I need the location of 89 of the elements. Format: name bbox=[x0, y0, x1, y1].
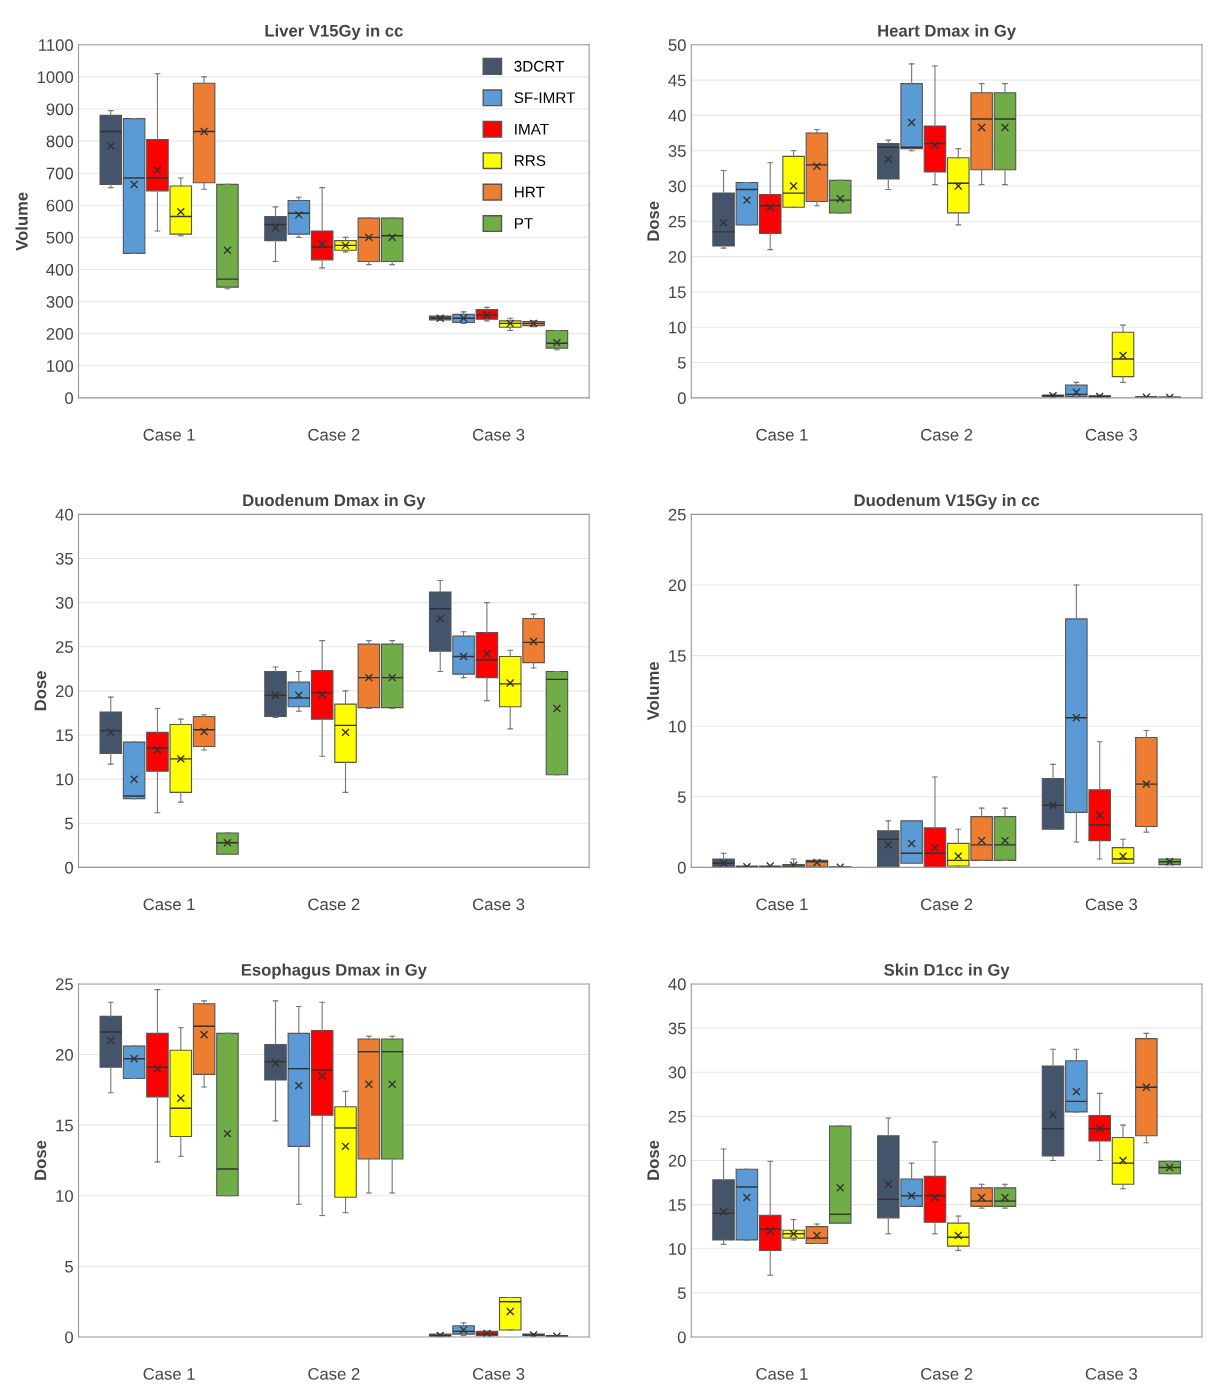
legend-label: SF-IMRT bbox=[514, 92, 576, 104]
legend-label: IMAT bbox=[515, 123, 549, 135]
chart-title: Heart Dmax in Gy bbox=[878, 24, 1017, 40]
y-tick-label: 0 bbox=[65, 861, 74, 874]
y-tick-label: 40 bbox=[668, 978, 686, 991]
y-tick-label: 35 bbox=[55, 552, 73, 565]
y-tick-label: 700 bbox=[46, 167, 74, 180]
y-axis-title: Dose bbox=[647, 1140, 660, 1180]
x-tick-label: Case 1 bbox=[756, 898, 808, 911]
x-tick-label: Case 1 bbox=[143, 1368, 195, 1380]
y-tick-label: 15 bbox=[56, 1119, 73, 1132]
y-tick-label: 25 bbox=[55, 978, 73, 991]
x-tick-label: Case 3 bbox=[1085, 428, 1138, 441]
y-tick-label: 500 bbox=[46, 231, 74, 244]
y-tick-label: 40 bbox=[55, 508, 74, 521]
x-tick-label: Case 2 bbox=[308, 1368, 360, 1380]
y-tick-label: 10 bbox=[56, 773, 74, 786]
y-tick-label: 1000 bbox=[37, 71, 74, 84]
y-tick-label: 600 bbox=[46, 199, 74, 212]
y-tick-label: 900 bbox=[46, 103, 74, 116]
y-tick-label: 20 bbox=[668, 251, 686, 263]
x-tick-label: Case 3 bbox=[473, 1368, 525, 1380]
y-axis-title: Dose bbox=[647, 201, 660, 241]
y-tick-label: 40 bbox=[668, 109, 686, 122]
y-tick-label: 1100 bbox=[39, 39, 74, 51]
x-tick-label: Case 3 bbox=[1085, 1368, 1138, 1380]
y-tick-label: 0 bbox=[65, 392, 74, 405]
legend-label: HRT bbox=[515, 186, 545, 198]
y-tick-label: 5 bbox=[677, 1287, 686, 1300]
y-tick-label: 10 bbox=[56, 1190, 74, 1202]
y-tick-label: 10 bbox=[669, 1243, 686, 1255]
y-tick-label: 25 bbox=[668, 1110, 686, 1123]
y-tick-label: 20 bbox=[668, 579, 686, 592]
y-tick-label: 200 bbox=[46, 328, 74, 340]
y-tick-label: 20 bbox=[668, 1154, 686, 1167]
y-tick-label: 25 bbox=[668, 508, 686, 521]
x-tick-label: Case 2 bbox=[921, 1368, 973, 1380]
y-tick-label: 0 bbox=[65, 1331, 74, 1344]
y-tick-label: 0 bbox=[677, 1331, 686, 1344]
y-axis-title: Dose bbox=[34, 671, 47, 711]
y-tick-label: 15 bbox=[669, 1199, 686, 1211]
x-tick-label: Case 2 bbox=[921, 428, 973, 441]
chart-title: Esophagus Dmax in Gy bbox=[241, 963, 427, 980]
chart-title: Liver V15Gy in cc bbox=[265, 24, 403, 40]
y-tick-label: 35 bbox=[668, 145, 686, 157]
legend-label: 3DCRT bbox=[514, 60, 565, 72]
y-tick-label: 10 bbox=[669, 321, 686, 334]
chart-title: Duodenum Dmax in Gy bbox=[243, 493, 426, 510]
y-tick-label: 30 bbox=[55, 597, 74, 609]
y-tick-label: 15 bbox=[669, 650, 686, 662]
y-tick-label: 20 bbox=[55, 1048, 74, 1061]
legend-label: RRS bbox=[515, 155, 546, 166]
y-tick-label: 0 bbox=[677, 392, 686, 405]
y-tick-label: 0 bbox=[677, 861, 686, 874]
y-tick-label: 30 bbox=[668, 1066, 686, 1079]
x-tick-label: Case 1 bbox=[756, 1368, 808, 1380]
y-axis-title: Dose bbox=[34, 1140, 47, 1180]
y-tick-label: 800 bbox=[46, 135, 74, 148]
y-tick-label: 20 bbox=[55, 685, 74, 698]
y-tick-label: 50 bbox=[668, 39, 686, 51]
y-tick-label: 25 bbox=[55, 641, 73, 653]
y-tick-label: 10 bbox=[669, 720, 686, 733]
x-tick-label: Case 1 bbox=[756, 428, 808, 441]
y-tick-label: 5 bbox=[677, 357, 686, 369]
x-tick-label: Case 3 bbox=[473, 898, 525, 911]
x-tick-label: Case 2 bbox=[308, 898, 360, 911]
x-tick-label: Case 3 bbox=[473, 428, 525, 441]
y-tick-label: 35 bbox=[668, 1022, 686, 1035]
x-tick-label: Case 1 bbox=[143, 428, 195, 441]
y-tick-label: 15 bbox=[56, 729, 73, 742]
y-tick-label: 5 bbox=[65, 1260, 73, 1273]
y-tick-label: 100 bbox=[47, 360, 74, 372]
y-axis-title: Volume bbox=[15, 192, 28, 251]
y-tick-label: 5 bbox=[65, 817, 73, 830]
x-tick-label: Case 1 bbox=[143, 898, 195, 911]
y-tick-label: 25 bbox=[668, 215, 686, 228]
y-tick-label: 5 bbox=[677, 791, 686, 804]
y-tick-label: 300 bbox=[46, 295, 74, 308]
legend-label: PT bbox=[515, 218, 533, 229]
x-tick-label: Case 2 bbox=[308, 428, 360, 441]
chart-title: Duodenum V15Gy in cc bbox=[854, 493, 1040, 510]
y-tick-label: 15 bbox=[669, 286, 686, 299]
y-axis-title: Volume bbox=[646, 661, 660, 721]
y-tick-label: 30 bbox=[668, 180, 686, 193]
y-tick-label: 400 bbox=[46, 263, 74, 276]
x-tick-label: Case 3 bbox=[1085, 898, 1138, 911]
y-tick-label: 45 bbox=[668, 74, 686, 87]
x-tick-label: Case 2 bbox=[921, 898, 973, 911]
chart-title: Skin D1cc in Gy bbox=[884, 963, 1010, 980]
